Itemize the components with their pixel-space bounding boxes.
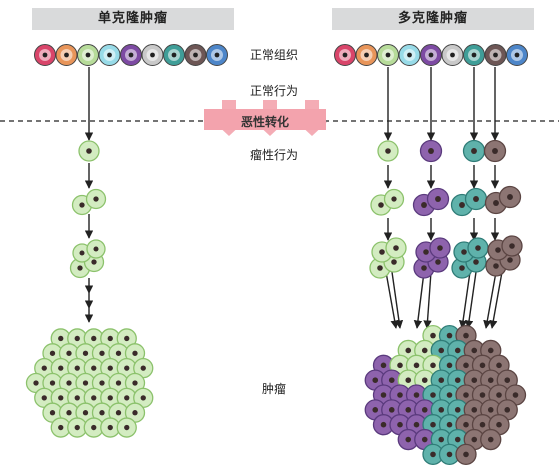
tumor-cell bbox=[116, 357, 137, 379]
normal-cell bbox=[206, 44, 228, 66]
arrow bbox=[413, 271, 425, 329]
arrow bbox=[385, 271, 399, 329]
tumor-cell bbox=[377, 140, 399, 162]
normal-cell bbox=[420, 44, 442, 66]
arrow bbox=[489, 271, 503, 329]
normal-cell bbox=[98, 44, 121, 66]
normal-cell bbox=[484, 44, 507, 66]
normal-cell bbox=[506, 44, 528, 66]
normal-cell bbox=[141, 44, 164, 66]
normal-cell bbox=[163, 44, 185, 66]
banner-bar bbox=[204, 109, 326, 130]
tumor-cell bbox=[464, 187, 488, 211]
normal-cell bbox=[55, 44, 78, 66]
normal-cell bbox=[398, 44, 421, 66]
malignant-transformation-label: 恶性转化 bbox=[240, 115, 289, 129]
tumor-cell bbox=[462, 139, 486, 163]
normal-cell bbox=[34, 44, 56, 66]
tumor-label: 肿瘤 bbox=[261, 382, 286, 396]
tumor-cell bbox=[455, 443, 477, 466]
arrow bbox=[391, 271, 404, 329]
normal-behavior-label: 正常行为 bbox=[249, 84, 298, 98]
tumor-cell bbox=[419, 139, 443, 163]
normal-tissue-row-right bbox=[334, 44, 528, 66]
tumor-cell bbox=[498, 185, 522, 209]
normal-cell bbox=[334, 44, 356, 66]
tumor-cell bbox=[124, 372, 146, 394]
normal-cell bbox=[120, 44, 142, 66]
normal-tissue-label: 正常组织 bbox=[249, 48, 298, 62]
tumor-cell bbox=[116, 417, 137, 438]
arrow bbox=[483, 271, 497, 329]
malignant-transformation-banner bbox=[204, 100, 327, 136]
tumor-cell bbox=[483, 139, 507, 163]
normal-cell bbox=[355, 44, 378, 66]
normal-tissue-row-left bbox=[34, 44, 228, 66]
normal-cell bbox=[463, 44, 485, 66]
arrow bbox=[464, 271, 477, 329]
polyclonal-title: 多克隆肿瘤 bbox=[332, 8, 534, 30]
tumor-cell bbox=[133, 357, 154, 379]
tumor-cell bbox=[67, 417, 88, 438]
normal-cell bbox=[441, 44, 464, 66]
monoclonal-title: 单克隆肿瘤 bbox=[32, 8, 234, 30]
tumor-cell bbox=[429, 237, 451, 259]
tumor-cell bbox=[86, 239, 106, 259]
tumor-cell bbox=[383, 188, 405, 210]
tumor-cell bbox=[385, 237, 407, 259]
normal-cell bbox=[377, 44, 399, 66]
normal-cell bbox=[77, 44, 99, 66]
normal-cell bbox=[184, 44, 207, 66]
tumor-cells bbox=[25, 139, 527, 466]
tumor-cell bbox=[133, 387, 154, 409]
tumor-cell bbox=[100, 387, 121, 409]
tumor-cell bbox=[501, 235, 523, 257]
tumor-cell bbox=[85, 188, 107, 210]
single-green-cell bbox=[78, 140, 100, 162]
tumor-cell bbox=[426, 187, 450, 211]
tumor-behavior-label: 瘤性行为 bbox=[249, 148, 298, 162]
tumor-cell bbox=[480, 428, 502, 451]
arrow bbox=[458, 271, 471, 329]
tumor-cell bbox=[467, 237, 489, 259]
tumor-cell bbox=[397, 428, 419, 451]
arrows bbox=[84, 67, 503, 329]
arrow bbox=[423, 271, 432, 329]
